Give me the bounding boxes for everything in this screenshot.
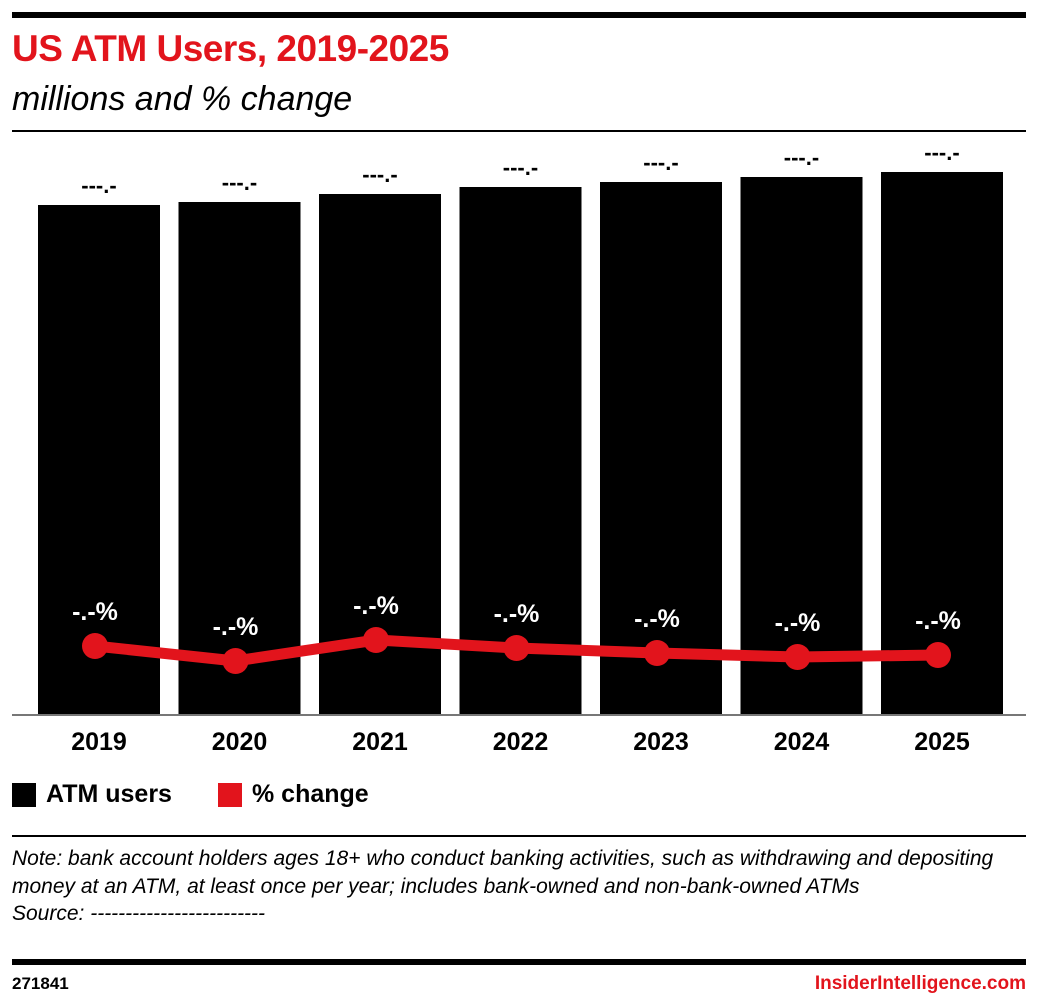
x-tick-label: 2022 <box>493 728 549 756</box>
legend-label: % change <box>252 780 369 808</box>
note-text: Note: bank account holders ages 18+ who … <box>12 847 994 898</box>
bar-data-label: ---.- <box>81 173 116 198</box>
pct-change-label: -.-% <box>915 607 961 635</box>
x-tick-label: 2025 <box>914 728 970 756</box>
x-tick-label: 2019 <box>71 728 127 756</box>
note-block: Note: bank account holders ages 18+ who … <box>12 845 1012 928</box>
pct-change-point-2023 <box>644 640 670 666</box>
pct-change-label: -.-% <box>72 598 118 626</box>
chart-id: 271841 <box>12 974 69 993</box>
top-rule <box>12 12 1026 18</box>
chart-subtitle: millions and % change <box>12 80 353 118</box>
bar-data-label: ---.- <box>222 170 257 195</box>
pct-change-point-2021 <box>363 627 389 653</box>
bar-data-label: ---.- <box>503 155 538 180</box>
bar-2025 <box>881 172 1003 715</box>
pct-change-label: -.-% <box>775 609 821 637</box>
legend-item-atm-users: ATM users <box>12 780 172 809</box>
x-tick-label: 2024 <box>774 728 830 756</box>
bottom-rule <box>12 959 1026 965</box>
legend-swatch-red <box>218 782 242 807</box>
source-text: Source: ------------------------- <box>12 902 266 925</box>
bar-data-label: ---.- <box>362 162 397 187</box>
x-tick-label: 2021 <box>352 728 408 756</box>
legend-swatch-black <box>12 782 36 807</box>
bar-2020 <box>178 202 301 715</box>
header-rule <box>12 130 1026 132</box>
x-tick-label: 2023 <box>633 728 689 756</box>
bar-2022 <box>459 187 582 715</box>
pct-change-label: -.-% <box>494 600 540 628</box>
bar-2019 <box>38 205 160 715</box>
brand-link[interactable]: InsiderIntelligence.com <box>814 973 1026 994</box>
pct-change-label: -.-% <box>634 605 680 633</box>
bar-data-label: ---.- <box>643 150 678 175</box>
x-tick-label: 2020 <box>212 728 268 756</box>
pct-change-label: -.-% <box>213 613 259 641</box>
bar-data-label: ---.- <box>784 145 819 170</box>
chart-plot: ---.- 2019 ---.- 2020 ---.- 2021 ---.- 2022 ---.… <box>12 140 1026 756</box>
chart-title: US ATM Users, 2019-2025 <box>12 28 449 69</box>
pct-change-point-2019 <box>82 633 108 659</box>
bar-2024 <box>740 177 863 715</box>
pct-change-point-2024 <box>784 644 811 670</box>
pct-change-point-2025 <box>925 642 951 668</box>
note-rule <box>12 835 1026 837</box>
bar-data-label: ---.- <box>924 140 959 165</box>
legend-label: ATM users <box>46 780 172 808</box>
pct-change-label: -.-% <box>353 592 399 620</box>
legend-item-pct-change: % change <box>218 780 369 809</box>
pct-change-point-2022 <box>503 635 530 661</box>
bar-2023 <box>600 182 722 715</box>
pct-change-point-2020 <box>222 648 249 674</box>
